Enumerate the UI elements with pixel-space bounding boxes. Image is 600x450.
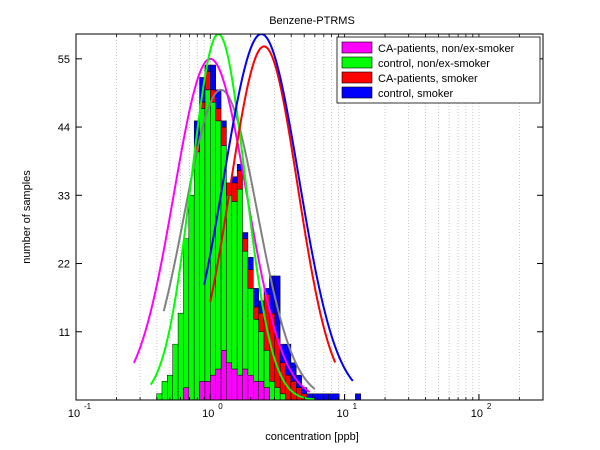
- bar-series-2: [167, 374, 173, 401]
- bar-series-1: [247, 374, 254, 401]
- bar-series-2: [242, 250, 249, 370]
- bar-series-4: [247, 257, 254, 270]
- bar-series-2: [269, 381, 276, 401]
- legend-swatch: [341, 56, 373, 69]
- bar-series-1: [215, 368, 222, 401]
- legend-label: control, non/ex-smoker: [378, 58, 490, 70]
- bar-series-1: [231, 368, 238, 401]
- bar-series-3: [296, 387, 302, 401]
- bar-series-3: [242, 238, 249, 252]
- bar-series-1: [220, 350, 227, 401]
- legend-swatch: [341, 41, 373, 54]
- bar-series-2: [263, 350, 270, 388]
- axis-ticks: 10 -1 10 0 10 1 10 2 11 22 33 44 55: [58, 34, 543, 420]
- bar-series-1: [210, 374, 216, 401]
- legend-label: CA-patients, non/ex-smoker: [378, 43, 515, 55]
- x-tick-label: 10: [336, 408, 348, 420]
- x-tick-label: 10: [471, 408, 483, 420]
- chart-title: Benzene-PTRMS: [269, 15, 355, 27]
- bar-series-4: [253, 288, 259, 308]
- y-tick-label: 55: [58, 54, 70, 66]
- fit-curves: [133, 34, 354, 400]
- bar-series-2: [247, 288, 254, 376]
- x-tick-label-exponent: 1: [353, 402, 358, 411]
- bar-series-2: [279, 393, 286, 401]
- bar-series-1: [242, 368, 249, 401]
- fit-curve-series-4: [203, 34, 354, 382]
- fit-curve-series-3: [209, 45, 337, 363]
- x-tick-label-exponent: 0: [218, 402, 223, 411]
- bar-series-1: [183, 387, 190, 401]
- legend-label: CA-patients, smoker: [378, 73, 478, 85]
- bar-series-4: [317, 393, 324, 401]
- bar-series-1: [263, 387, 270, 401]
- bar-series-4: [328, 393, 335, 401]
- bar-series-2: [156, 393, 163, 401]
- bar-series-2: [199, 108, 206, 382]
- bar-series-3: [215, 108, 222, 122]
- bar-series-2: [193, 151, 200, 401]
- bar-series-1: [226, 362, 233, 401]
- x-tick-label-exponent: 2: [487, 402, 492, 411]
- x-tick-label: 10: [68, 408, 80, 420]
- bar-series-4: [210, 64, 216, 91]
- legend-swatch: [341, 86, 373, 99]
- bar-series-4: [355, 393, 361, 401]
- bar-series-1: [258, 381, 265, 401]
- bar-series-3: [253, 306, 259, 320]
- plot-frame: [75, 33, 544, 401]
- bar-series-3: [220, 126, 227, 146]
- bar-series-4: [242, 232, 249, 239]
- bar-series-3: [258, 312, 265, 333]
- bar-series-3: [247, 269, 254, 289]
- bar-series-1: [204, 381, 211, 401]
- bar-series-3: [236, 170, 243, 190]
- bar-series-2: [183, 238, 190, 388]
- x-tick-label-exponent: -1: [84, 402, 92, 411]
- bar-series-1: [253, 381, 259, 401]
- bar-series-2: [188, 195, 195, 401]
- y-tick-label: 44: [58, 122, 70, 134]
- bar-series-3: [231, 182, 238, 202]
- y-tick-label: 11: [59, 327, 70, 339]
- y-axis-label: number of samples: [21, 170, 33, 264]
- bar-series-2: [258, 331, 265, 382]
- bar-series-2: [204, 89, 211, 382]
- bar-series-2: [236, 188, 243, 376]
- y-tick-label: 22: [58, 259, 70, 271]
- x-axis-label: concentration [ppb]: [265, 431, 359, 443]
- fit-curve-series-1: [133, 57, 311, 393]
- bar-series-2: [231, 201, 238, 370]
- x-tick-label: 10: [202, 408, 214, 420]
- bar-series-2: [172, 343, 179, 401]
- bar-series-4: [220, 120, 227, 128]
- legend-swatch: [341, 71, 373, 84]
- bar-series-2: [226, 195, 233, 364]
- y-tick-label: 33: [58, 190, 70, 202]
- legend: CA-patients, non/ex-smoker control, non/e…: [336, 36, 541, 104]
- bar-series-1: [236, 374, 243, 401]
- bar-series-2: [161, 381, 168, 401]
- fit-curve-series-2: [149, 34, 315, 400]
- legend-label: control, smoker: [378, 88, 454, 100]
- bar-series-2: [274, 387, 281, 401]
- bar-series-2: [177, 312, 184, 401]
- bar-series-2: [253, 319, 259, 382]
